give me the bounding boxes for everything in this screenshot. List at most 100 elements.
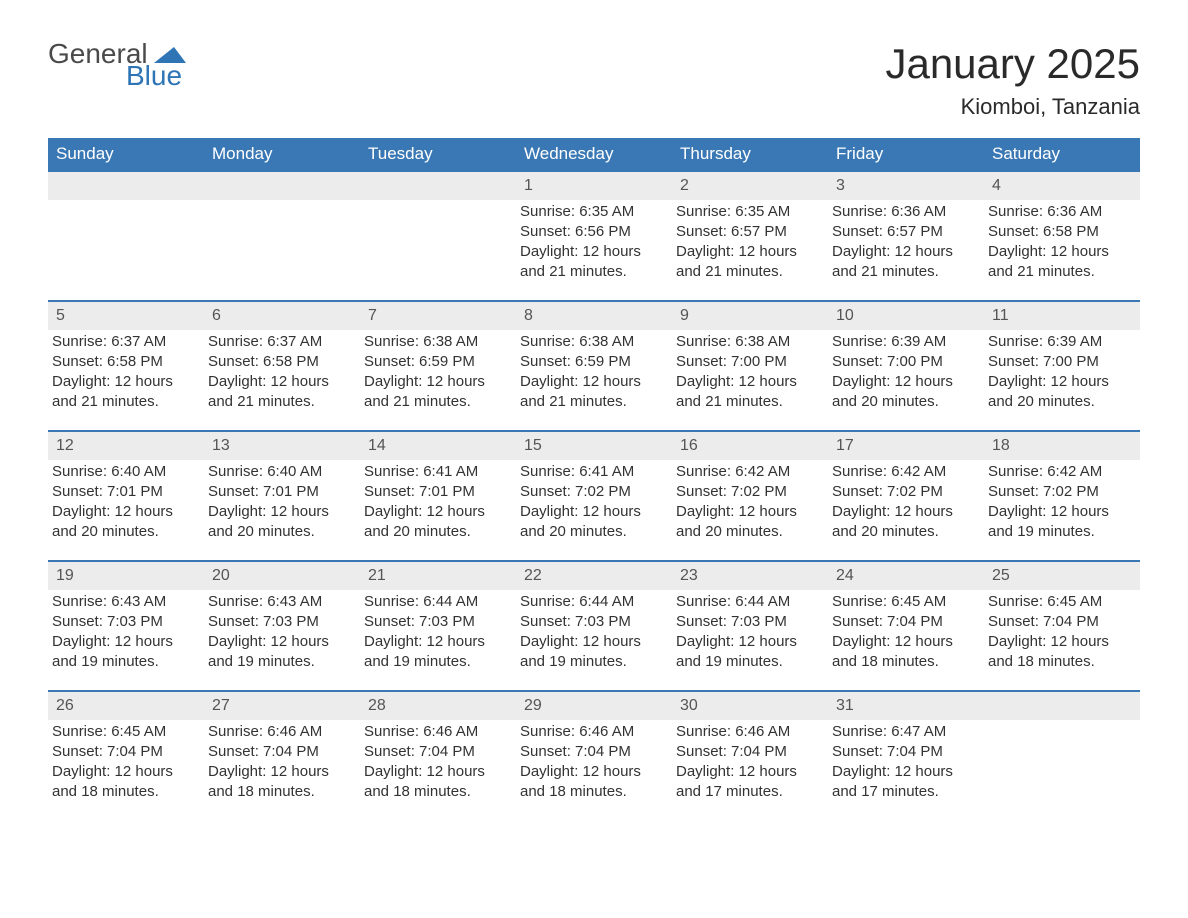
day-cell: 26Sunrise: 6:45 AMSunset: 7:04 PMDayligh… [48,692,204,820]
day-cell: 7Sunrise: 6:38 AMSunset: 6:59 PMDaylight… [360,302,516,430]
sunrise-text: Sunrise: 6:40 AM [52,462,200,482]
sunrise-text: Sunrise: 6:36 AM [988,202,1136,222]
day-number: 2 [672,172,828,200]
day-number: 11 [984,302,1140,330]
day-cell: 9Sunrise: 6:38 AMSunset: 7:00 PMDaylight… [672,302,828,430]
sunset-text: Sunset: 7:04 PM [208,742,356,762]
sunrise-text: Sunrise: 6:45 AM [832,592,980,612]
daylight-text: Daylight: 12 hours and 20 minutes. [52,502,200,543]
sunrise-text: Sunrise: 6:43 AM [52,592,200,612]
weeks-container: ...1Sunrise: 6:35 AMSunset: 6:56 PMDayli… [48,170,1140,820]
day-body: Sunrise: 6:40 AMSunset: 7:01 PMDaylight:… [48,460,204,549]
sunrise-text: Sunrise: 6:44 AM [676,592,824,612]
weekday-header: Sunday [48,138,204,170]
sunrise-text: Sunrise: 6:35 AM [676,202,824,222]
sunset-text: Sunset: 7:02 PM [988,482,1136,502]
day-number: 7 [360,302,516,330]
day-cell: 23Sunrise: 6:44 AMSunset: 7:03 PMDayligh… [672,562,828,690]
daylight-text: Daylight: 12 hours and 20 minutes. [832,502,980,543]
daylight-text: Daylight: 12 hours and 21 minutes. [208,372,356,413]
week-row: ...1Sunrise: 6:35 AMSunset: 6:56 PMDayli… [48,170,1140,300]
day-cell: . [984,692,1140,820]
day-number: 4 [984,172,1140,200]
sunrise-text: Sunrise: 6:38 AM [520,332,668,352]
day-body [360,200,516,208]
daylight-text: Daylight: 12 hours and 21 minutes. [676,242,824,283]
day-number: 25 [984,562,1140,590]
day-number: 3 [828,172,984,200]
logo-text-blue: Blue [126,62,186,90]
daylight-text: Daylight: 12 hours and 18 minutes. [832,632,980,673]
day-number: 28 [360,692,516,720]
day-number: 27 [204,692,360,720]
sunset-text: Sunset: 6:58 PM [208,352,356,372]
logo: General Blue [48,40,186,90]
day-number: 21 [360,562,516,590]
daylight-text: Daylight: 12 hours and 20 minutes. [676,502,824,543]
day-body: Sunrise: 6:41 AMSunset: 7:02 PMDaylight:… [516,460,672,549]
day-body: Sunrise: 6:39 AMSunset: 7:00 PMDaylight:… [828,330,984,419]
day-body: Sunrise: 6:38 AMSunset: 6:59 PMDaylight:… [360,330,516,419]
sunrise-text: Sunrise: 6:38 AM [364,332,512,352]
day-number: . [360,172,516,200]
daylight-text: Daylight: 12 hours and 18 minutes. [208,762,356,803]
sunrise-text: Sunrise: 6:41 AM [520,462,668,482]
day-number: 9 [672,302,828,330]
sunset-text: Sunset: 7:04 PM [988,612,1136,632]
day-body [204,200,360,208]
sunrise-text: Sunrise: 6:44 AM [520,592,668,612]
daylight-text: Daylight: 12 hours and 17 minutes. [832,762,980,803]
day-number: 15 [516,432,672,460]
day-body: Sunrise: 6:38 AMSunset: 7:00 PMDaylight:… [672,330,828,419]
day-number: 31 [828,692,984,720]
daylight-text: Daylight: 12 hours and 21 minutes. [832,242,980,283]
day-cell: 2Sunrise: 6:35 AMSunset: 6:57 PMDaylight… [672,172,828,300]
day-cell: 12Sunrise: 6:40 AMSunset: 7:01 PMDayligh… [48,432,204,560]
day-number: 24 [828,562,984,590]
sunset-text: Sunset: 7:04 PM [520,742,668,762]
sunset-text: Sunset: 6:59 PM [520,352,668,372]
daylight-text: Daylight: 12 hours and 20 minutes. [520,502,668,543]
day-cell: 30Sunrise: 6:46 AMSunset: 7:04 PMDayligh… [672,692,828,820]
day-number: . [984,692,1140,720]
day-body: Sunrise: 6:42 AMSunset: 7:02 PMDaylight:… [672,460,828,549]
day-number: . [48,172,204,200]
sunrise-text: Sunrise: 6:42 AM [988,462,1136,482]
weekday-header: Wednesday [516,138,672,170]
sunset-text: Sunset: 7:01 PM [208,482,356,502]
day-number: 23 [672,562,828,590]
day-body: Sunrise: 6:36 AMSunset: 6:57 PMDaylight:… [828,200,984,289]
sunrise-text: Sunrise: 6:46 AM [520,722,668,742]
day-number: 14 [360,432,516,460]
daylight-text: Daylight: 12 hours and 20 minutes. [832,372,980,413]
week-row: 26Sunrise: 6:45 AMSunset: 7:04 PMDayligh… [48,690,1140,820]
sunrise-text: Sunrise: 6:47 AM [832,722,980,742]
sunset-text: Sunset: 7:04 PM [364,742,512,762]
daylight-text: Daylight: 12 hours and 19 minutes. [520,632,668,673]
day-number: 12 [48,432,204,460]
day-cell: 10Sunrise: 6:39 AMSunset: 7:00 PMDayligh… [828,302,984,430]
day-cell: 15Sunrise: 6:41 AMSunset: 7:02 PMDayligh… [516,432,672,560]
daylight-text: Daylight: 12 hours and 19 minutes. [52,632,200,673]
day-body: Sunrise: 6:44 AMSunset: 7:03 PMDaylight:… [360,590,516,679]
weekday-header: Tuesday [360,138,516,170]
day-number: 1 [516,172,672,200]
daylight-text: Daylight: 12 hours and 20 minutes. [208,502,356,543]
day-number: 22 [516,562,672,590]
sunrise-text: Sunrise: 6:46 AM [676,722,824,742]
day-body: Sunrise: 6:46 AMSunset: 7:04 PMDaylight:… [516,720,672,809]
day-cell: 14Sunrise: 6:41 AMSunset: 7:01 PMDayligh… [360,432,516,560]
day-number: 17 [828,432,984,460]
day-cell: . [204,172,360,300]
sunset-text: Sunset: 7:02 PM [520,482,668,502]
day-body: Sunrise: 6:46 AMSunset: 7:04 PMDaylight:… [360,720,516,809]
day-cell: 24Sunrise: 6:45 AMSunset: 7:04 PMDayligh… [828,562,984,690]
daylight-text: Daylight: 12 hours and 19 minutes. [208,632,356,673]
day-number: 6 [204,302,360,330]
day-number: . [204,172,360,200]
daylight-text: Daylight: 12 hours and 18 minutes. [520,762,668,803]
daylight-text: Daylight: 12 hours and 19 minutes. [676,632,824,673]
sunset-text: Sunset: 7:02 PM [832,482,980,502]
sunset-text: Sunset: 7:01 PM [52,482,200,502]
day-cell: 20Sunrise: 6:43 AMSunset: 7:03 PMDayligh… [204,562,360,690]
